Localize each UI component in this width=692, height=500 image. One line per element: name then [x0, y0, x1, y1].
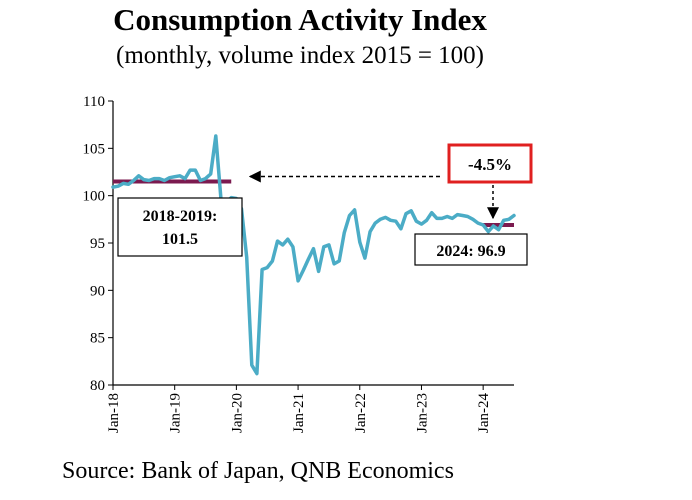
y-tick-label: 80 [90, 378, 105, 394]
x-tick-label: Jan-23 [414, 393, 430, 433]
label-2024: 2024: 96.9 [436, 243, 505, 260]
annotation-group: -4.5% 2018-2019: 101.5 2024: 96.9 [117, 143, 533, 266]
series-line-0 [111, 134, 516, 376]
x-tick-label: Jan-20 [229, 393, 245, 433]
x-tick-label: Jan-24 [476, 393, 492, 433]
label-box-2018-2019 [117, 197, 243, 257]
chart-source: Source: Bank of Japan, QNB Economics [62, 458, 454, 484]
axes: 80 85 90 95 100 105 110 Jan-18 Jan-19 Jan-20 Jan-2… [83, 94, 514, 433]
y-tick-label: 110 [83, 94, 105, 110]
chart-subtitle: (monthly, volume index 2015 = 100) [116, 42, 484, 69]
label-box-2024 [414, 233, 528, 266]
y-tick-label: 90 [90, 283, 105, 299]
x-tick-label: Jan-19 [168, 393, 184, 433]
x-tick-label: Jan-21 [291, 393, 307, 433]
chart-title: Consumption Activity Index [113, 2, 487, 37]
x-tick-label: Jan-22 [353, 393, 369, 433]
y-tick-label: 95 [90, 236, 105, 252]
y-tick-label: 100 [83, 189, 106, 205]
y-tick-label: 85 [90, 331, 105, 347]
label-2018-2019-title: 2018-2019: [143, 208, 218, 225]
series-group [111, 134, 516, 376]
annotation-pct-box [447, 143, 533, 184]
annotation-pct-text: -4.5% [468, 155, 512, 174]
y-tick-label: 105 [83, 141, 106, 157]
label-2018-2019-value: 101.5 [162, 231, 198, 248]
x-tick-label: Jan-18 [106, 393, 122, 433]
